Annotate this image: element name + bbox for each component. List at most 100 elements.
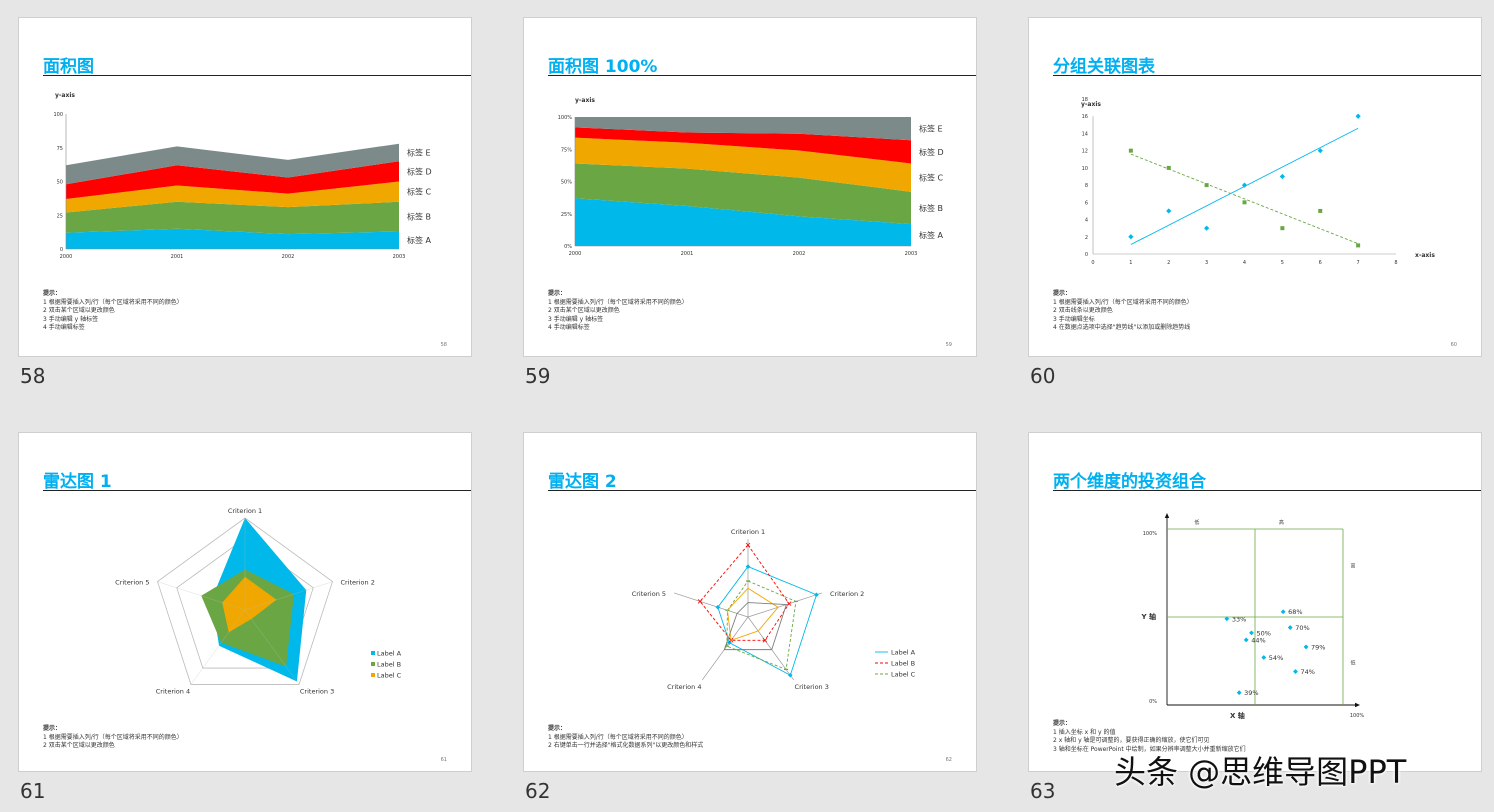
- title-divider: [1053, 75, 1481, 76]
- radar-spoke: [190, 609, 246, 685]
- y-tick-label: 18: [1082, 97, 1088, 103]
- data-label: 54%: [1269, 654, 1283, 662]
- slide-61[interactable]: 雷达图 1 Criterion 1 Criterion 2 Criterion 3 Cr…: [18, 432, 472, 772]
- area-series-5: [575, 117, 911, 141]
- series-label: 标签 A: [919, 230, 944, 240]
- data-point: [1287, 625, 1293, 630]
- x-tick-label: 2: [1167, 260, 1170, 266]
- tips-box: 提示： 1 根据需要插入列/行（每个区域将采用不同的颜色） 2 双击某个区域以更改颜…: [43, 725, 183, 751]
- radar-axis-label: Criterion 2: [340, 579, 374, 587]
- y-tick-label: 25%: [561, 212, 572, 218]
- x-tick-label: 2000: [60, 254, 73, 260]
- data-point: [1280, 226, 1285, 231]
- slide-60[interactable]: 分组关联图表 y-axis x-axis 0 2 4 6 8 10 12 14 16 18 0 1 2 3 4 5 6…: [1028, 17, 1482, 357]
- x-tick-label: 6: [1319, 260, 1322, 266]
- x-tick-label: 3: [1205, 260, 1208, 266]
- slide-62[interactable]: 雷达图 2 Criterion 1 Criterion 2 Criterion 3 Cr…: [523, 432, 977, 772]
- y-tick-label: 4: [1085, 218, 1088, 224]
- chart-canvas: y-axis 标签 A 标签 B 标签 C 标签 D 标签 E 0 25 50 75 100 2000…: [53, 92, 432, 260]
- title-divider: [548, 490, 976, 491]
- slide-title: 雷达图 1: [43, 472, 112, 492]
- data-point: [1166, 208, 1172, 214]
- slide-number-label: 60: [1030, 364, 1056, 388]
- y-tick-label: 0%: [564, 244, 572, 250]
- chart-canvas: 100%0%100%Y 轴X 轴低 高高低33%68%50%70%44%79%54…: [1140, 513, 1364, 720]
- tips-line: 2 x 轴和 y 轴是可调整的，要获得正确的缩放，使它们可见: [1053, 737, 1210, 745]
- area-series-4: [575, 127, 911, 164]
- radar-spoke: [157, 581, 246, 611]
- data-point: [762, 638, 768, 643]
- y-tick-label: 100: [53, 112, 63, 118]
- data-point: [1128, 148, 1133, 153]
- area-series-5: [66, 143, 399, 185]
- series-label: 标签 E: [407, 147, 431, 157]
- chart-canvas: Criterion 1 Criterion 2 Criterion 3 Criteri…: [115, 507, 402, 695]
- y-axis-title: y-axis: [575, 97, 595, 104]
- tips-line: 1 插入坐标 x 和 y 的值: [1053, 728, 1116, 736]
- quadrant-label: 低: [1194, 519, 1199, 526]
- data-point: [745, 542, 751, 548]
- slide-58[interactable]: 面积图 y-axis 标签 A 标签 B 标签 C 标签 D 标签 E 0 25 50 75 100 2…: [18, 17, 472, 357]
- radar-axis-label: Criterion 3: [795, 683, 829, 691]
- y-axis-title: Y 轴: [1140, 612, 1156, 621]
- slide-59[interactable]: 面积图 100% y-axis 标签 A 标签 B 标签 C 标签 D 标签 E 0% 25% 5…: [523, 17, 977, 357]
- y-axis-arrow-icon: [1164, 513, 1170, 518]
- area-series-2: [66, 201, 399, 235]
- data-point: [788, 672, 793, 678]
- slide-number-label: 61: [20, 779, 46, 803]
- y-tick-label: 75%: [561, 147, 572, 153]
- radar-series-3: [726, 580, 797, 671]
- area-series-1: [575, 198, 911, 246]
- title-divider: [43, 75, 471, 76]
- series-label: 标签 A: [407, 235, 432, 245]
- x-tick-label: 2002: [793, 251, 806, 257]
- y-tick-label: 50%: [561, 180, 572, 186]
- tips-line: 3 手动编辑坐标: [1053, 315, 1095, 323]
- radar-series-5: [723, 602, 787, 651]
- area-series-2: [575, 163, 911, 225]
- slide-title: 分组关联图表: [1053, 57, 1155, 77]
- data-point: [1204, 183, 1209, 188]
- data-point: [1236, 690, 1242, 696]
- page-number: 59: [945, 342, 952, 348]
- tips-line: 2 双击线条以更改颜色: [1053, 307, 1113, 315]
- radar-axis-label: Criterion 3: [300, 687, 334, 695]
- legend-swatch: [371, 651, 375, 655]
- quadrant-label: 低: [1350, 660, 1355, 667]
- data-point: [1303, 644, 1309, 650]
- tips-line: 2 双击某个区域以更改颜色: [548, 307, 620, 315]
- tips-line: 2 双击某个区域以更改颜色: [43, 307, 115, 315]
- radar-spoke: [244, 581, 333, 611]
- data-point: [1243, 637, 1249, 643]
- slide-title: 雷达图 2: [548, 472, 617, 492]
- x-tick-label: 8: [1394, 260, 1397, 266]
- x-tick-label: 2001: [171, 254, 184, 260]
- data-point: [715, 604, 721, 610]
- x-tick-label: 2002: [282, 254, 295, 260]
- tips-box: 提示： 1 插入坐标 x 和 y 的值 2 x 轴和 y 轴是可调整的，要获得正确的…: [1053, 720, 1246, 754]
- x-tick-label: 7: [1357, 260, 1360, 266]
- y-tick-label: 100%: [1143, 531, 1158, 537]
- legend-label: Label C: [377, 672, 402, 680]
- y-axis-title: y-axis: [1081, 101, 1101, 108]
- tips-heading: 提示：: [1053, 290, 1072, 297]
- y-tick-label: 2: [1085, 235, 1088, 241]
- legend-label: Label C: [891, 671, 916, 679]
- y-tick-label: 12: [1082, 149, 1088, 155]
- area-series-1: [66, 228, 399, 249]
- tips-line: 1 根据需要插入列/行（每个区域将采用不同的颜色）: [1053, 298, 1193, 306]
- tips-line: 3 轴和坐标在 PowerPoint 中绘制，如果分辨率调整大小并重新缩放它们: [1053, 745, 1246, 753]
- radar-spoke: [673, 592, 749, 618]
- trendline: [1130, 153, 1359, 245]
- data-point: [1280, 609, 1286, 615]
- radar-spoke: [244, 609, 300, 685]
- tips-line: 4 手动编辑标签: [43, 324, 85, 332]
- x-tick-label: 2001: [681, 251, 694, 257]
- area-series-4: [66, 161, 399, 200]
- slide-number-label: 59: [525, 364, 551, 388]
- series-label: 标签 B: [407, 212, 431, 222]
- data-point: [814, 592, 819, 598]
- slide-title: 面积图 100%: [548, 57, 658, 77]
